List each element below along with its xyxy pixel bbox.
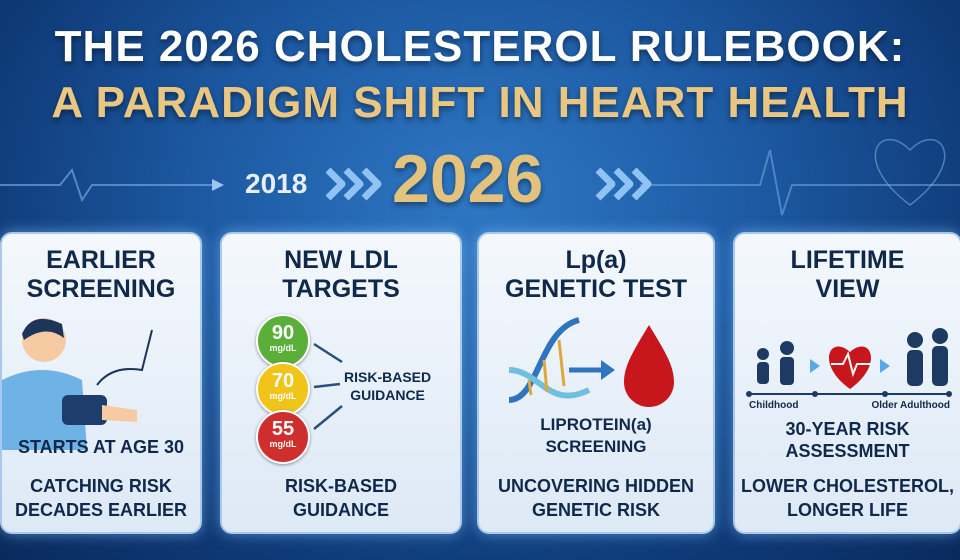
line: LONGER LIFE (787, 500, 908, 520)
side-label: RISK-BASED GUIDANCE (344, 368, 431, 404)
card-summary: LOWER CHOLESTEROL, LONGER LIFE (735, 474, 960, 522)
icon-person (2, 318, 153, 450)
line: SCREENING (26, 275, 176, 303)
line: GENETIC TEST (505, 275, 687, 303)
card-summary: UNCOVERING HIDDEN GENETIC RISK (479, 474, 713, 522)
line: 30-YEAR RISK (785, 419, 910, 439)
card: EARLIER SCREENING STARTS AT AGE 30 CATCHI… (0, 232, 202, 534)
line: GUIDANCE (350, 387, 425, 403)
line: UNCOVERING HIDDEN (497, 476, 694, 496)
card-detail: 30-YEAR RISK ASSESSMENT (735, 418, 960, 462)
target-badge: 55 mg/dL (256, 410, 310, 464)
card-summary: CATCHING RISK DECADES EARLIER (2, 474, 200, 522)
line: ASSESSMENT (785, 441, 910, 461)
line: RISK-BASED (344, 369, 432, 385)
stage-label: Childhood (749, 400, 799, 411)
year-to: 2026 (392, 141, 544, 217)
card-title: NEW LDL TARGETS (222, 246, 460, 304)
arrows (313, 342, 343, 430)
target-unit: mg/dL (269, 343, 297, 353)
card: Lp(a) GENETIC TEST LIPROTEIN(a) SCREENING … (477, 232, 715, 534)
target-badge: 70 mg/dL (256, 362, 310, 416)
title-line: THE 2026 CHOLESTEROL RULEBOOK: (54, 22, 906, 71)
target-unit: mg/dL (269, 391, 297, 401)
target-value: 90 (271, 322, 295, 344)
line: GENETIC RISK (531, 500, 660, 520)
line: CATCHING RISK (30, 476, 172, 496)
card-title: Lp(a) GENETIC TEST (479, 246, 713, 304)
line: Lp(a) (565, 246, 627, 274)
card-detail: STARTS AT AGE 30 (2, 436, 200, 458)
icon-lifetime (746, 328, 952, 397)
line: DECADES EARLIER (14, 500, 188, 520)
card: LIFETIME VIEW Childhood Older Adulthood 3… (733, 232, 960, 534)
line: LIPROTEIN(a) (540, 415, 652, 434)
stage-label: Older Adulthood (871, 400, 950, 411)
target-value: 55 (271, 418, 295, 440)
card-summary: RISK-BASED GUIDANCE (222, 474, 460, 522)
target-unit: mg/dL (269, 439, 297, 449)
title-line: A PARADIGM SHIFT IN HEART HEALTH (51, 78, 909, 127)
line: VIEW (815, 275, 880, 303)
year-from: 2018 (245, 168, 308, 199)
icon-dna-drop (508, 317, 674, 407)
line: RISK-BASED (284, 476, 397, 496)
target-value: 70 (271, 370, 295, 392)
line: SCREENING (545, 437, 647, 456)
card: NEW LDL TARGETS 90 mg/dL 70 mg/dL 55 mg/dL R… (220, 232, 462, 534)
line: GUIDANCE (292, 500, 389, 520)
line: TARGETS (282, 275, 400, 303)
card-title: EARLIER SCREENING (2, 246, 200, 304)
line: LIFETIME (790, 246, 905, 274)
card-detail: LIPROTEIN(a) SCREENING (479, 414, 713, 458)
line: NEW LDL (284, 246, 398, 274)
line: STARTS AT AGE 30 (17, 437, 185, 457)
line: EARLIER (46, 246, 156, 274)
card-title: LIFETIME VIEW (735, 246, 960, 304)
line: LOWER CHOLESTEROL, (741, 476, 954, 496)
